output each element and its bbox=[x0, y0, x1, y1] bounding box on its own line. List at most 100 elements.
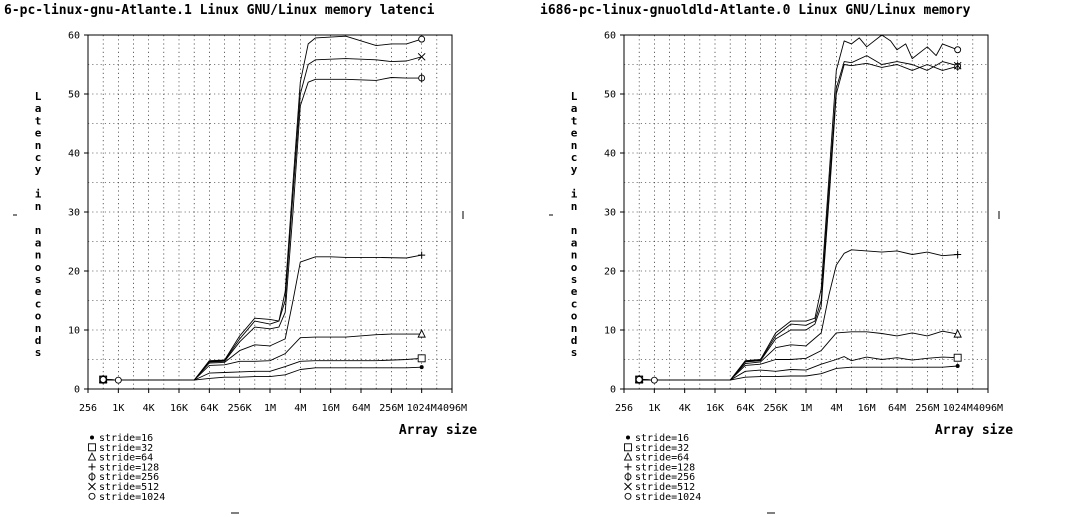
x-tick-label: 256M bbox=[379, 403, 403, 414]
y-axis-label-char: n bbox=[35, 139, 42, 152]
y-tick-label: 20 bbox=[68, 267, 80, 278]
y-axis-label-char: n bbox=[35, 224, 42, 237]
y-axis-label-char: o bbox=[571, 261, 578, 274]
series-line-stride-1024 bbox=[639, 35, 958, 381]
legend-label: stride=16 bbox=[635, 433, 689, 444]
y-axis-label-char: a bbox=[35, 102, 42, 115]
series-layer bbox=[103, 35, 422, 381]
y-axis-label-char: a bbox=[35, 236, 42, 249]
series-line-stride-512 bbox=[103, 56, 422, 381]
x-tick-label: 4K bbox=[143, 403, 155, 414]
marker-end-stride-32 bbox=[953, 353, 962, 362]
y-tick-label: 50 bbox=[68, 90, 80, 101]
y-axis-label-char: t bbox=[35, 114, 42, 127]
legend-marker-stride-128 bbox=[88, 463, 96, 471]
marker-1k-circle bbox=[650, 376, 658, 384]
chart-panel-left: 6-pc-linux-gnu-Atlante.1 Linux GNU/Linux… bbox=[4, 3, 477, 514]
marker-end-stride-1024 bbox=[418, 35, 426, 43]
legend-marker-stride-128 bbox=[624, 463, 632, 471]
legend-label: stride=512 bbox=[635, 482, 695, 493]
y-tick-label: 60 bbox=[604, 31, 616, 42]
chart-title: i686-pc-linux-gnuoldld-Atlante.0 Linux G… bbox=[540, 3, 971, 18]
grid bbox=[624, 34, 988, 389]
x-axis-label: Array size bbox=[935, 423, 1013, 438]
legend-marker-stride-1024 bbox=[624, 492, 632, 500]
y-axis-label-char: i bbox=[571, 188, 578, 201]
x-tick-label: 256 bbox=[79, 403, 97, 414]
legend-marker-stride-64 bbox=[87, 452, 97, 461]
y-axis-label-char: e bbox=[571, 127, 578, 140]
x-tick-label: 1024M bbox=[943, 403, 973, 414]
x-tick-label: 4K bbox=[679, 403, 691, 414]
marker-end-stride-1024 bbox=[954, 46, 962, 54]
x-tick-label: 16M bbox=[858, 403, 876, 414]
legend-label: stride=64 bbox=[99, 453, 153, 464]
marker-end-stride-16 bbox=[419, 365, 424, 370]
y-axis-label-char: n bbox=[35, 249, 42, 262]
marker-layer bbox=[98, 35, 426, 385]
x-tick-label: 256M bbox=[915, 403, 939, 414]
marker-start-stride-1024 bbox=[99, 376, 107, 384]
y-tick-label: 20 bbox=[604, 267, 616, 278]
x-tick-label: 256 bbox=[615, 403, 633, 414]
legend-label: stride=128 bbox=[99, 462, 159, 473]
series-line-stride-128 bbox=[103, 254, 422, 381]
chart-panel-right: i686-pc-linux-gnuoldld-Atlante.0 Linux G… bbox=[536, 0, 1072, 517]
y-axis-label-char: t bbox=[571, 114, 578, 127]
x-axis-label: Array size bbox=[399, 423, 477, 438]
marker-end-stride-128 bbox=[954, 250, 962, 258]
y-axis-label-char: y bbox=[35, 163, 42, 176]
y-axis-label-char: c bbox=[571, 297, 578, 310]
y-axis-label-char: n bbox=[35, 322, 42, 335]
y-tick-label: 40 bbox=[604, 149, 616, 160]
series-line-stride-256 bbox=[639, 62, 958, 381]
legend-marker-stride-32 bbox=[88, 443, 96, 452]
x-tick-label: 64M bbox=[888, 403, 906, 414]
y-axis-label-char: n bbox=[571, 322, 578, 335]
legend-marker-stride-16 bbox=[626, 435, 630, 440]
legend-marker-stride-1024 bbox=[88, 492, 96, 500]
y-axis-label-char: d bbox=[571, 334, 578, 347]
marker-end-stride-128 bbox=[418, 251, 426, 259]
legend-label: stride=32 bbox=[99, 443, 153, 454]
latency-chart-right: i686-pc-linux-gnuoldld-Atlante.0 Linux G… bbox=[540, 3, 1013, 514]
y-tick-label: 0 bbox=[74, 385, 80, 396]
marker-end-stride-32 bbox=[417, 354, 426, 363]
y-axis-label-char: n bbox=[571, 200, 578, 213]
legend-label: stride=1024 bbox=[99, 492, 165, 503]
x-tick-label: 4M bbox=[830, 403, 842, 414]
legend-label: stride=256 bbox=[99, 472, 159, 483]
legend-label: stride=128 bbox=[635, 462, 695, 473]
y-axis-label-char: c bbox=[35, 297, 42, 310]
x-tick-label: 1K bbox=[112, 403, 124, 414]
series-line-stride-32 bbox=[639, 356, 958, 381]
y-axis-label-char: a bbox=[571, 236, 578, 249]
series-line-stride-64 bbox=[103, 333, 422, 381]
y-axis-label-char: s bbox=[35, 346, 42, 359]
series-line-stride-128 bbox=[639, 249, 958, 381]
latency-chart-left: 6-pc-linux-gnu-Atlante.1 Linux GNU/Linux… bbox=[4, 3, 477, 514]
x-tick-label: 16M bbox=[322, 403, 340, 414]
y-axis-label-char: e bbox=[35, 127, 42, 140]
y-axis-label-char: n bbox=[571, 249, 578, 262]
x-tick-label: 1K bbox=[648, 403, 660, 414]
marker-end-stride-16 bbox=[955, 363, 960, 368]
x-tick-label: 16K bbox=[170, 403, 188, 414]
legend-marker-stride-256 bbox=[88, 472, 96, 482]
x-tick-label: 4096M bbox=[437, 403, 467, 414]
legend-marker-stride-32 bbox=[624, 443, 632, 452]
y-tick-label: 40 bbox=[68, 149, 80, 160]
y-axis-label-char: s bbox=[35, 273, 42, 286]
y-axis-label-char: n bbox=[571, 224, 578, 237]
legend-label: stride=1024 bbox=[635, 492, 701, 503]
legend-marker-stride-256 bbox=[624, 472, 632, 482]
x-tick-label: 1024M bbox=[407, 403, 437, 414]
series-line-stride-16 bbox=[639, 365, 958, 381]
series-line-stride-16 bbox=[103, 366, 422, 381]
x-tick-label: 256K bbox=[228, 403, 252, 414]
y-axis-label-char: n bbox=[35, 200, 42, 213]
legend-label: stride=512 bbox=[99, 482, 159, 493]
y-axis-label-char: L bbox=[35, 90, 42, 103]
